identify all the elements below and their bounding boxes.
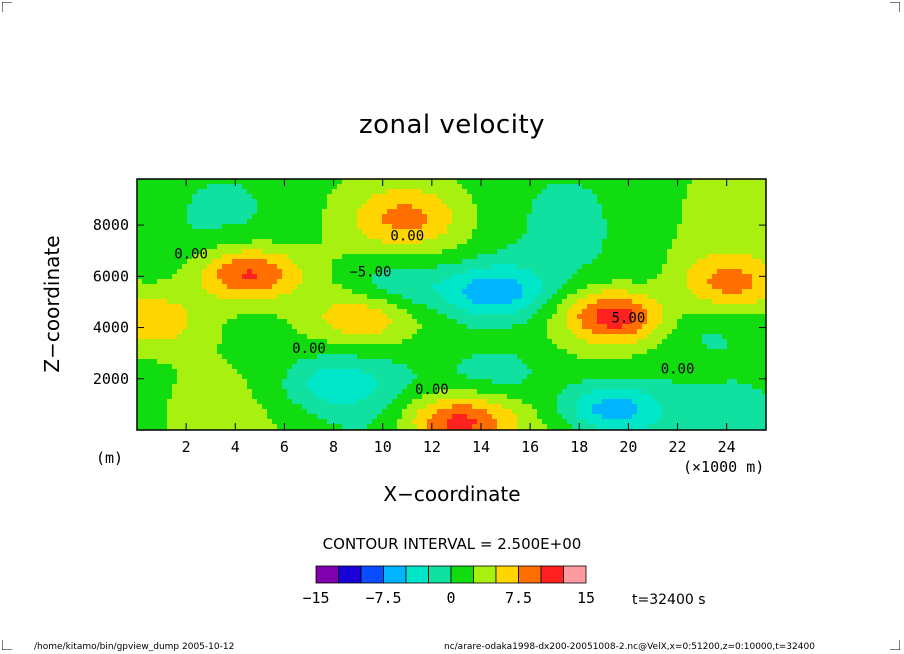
colorbar-tick-label: −15 <box>302 589 329 607</box>
x-tick-label: 4 <box>231 438 240 456</box>
y-tick-label: 6000 <box>93 267 129 285</box>
x-unit-label: (×1000 m) <box>683 458 765 476</box>
x-tick-label: 12 <box>423 438 441 456</box>
colorbar-tick-label: 0 <box>446 589 455 607</box>
colorbar-swatch <box>450 565 474 584</box>
x-axis-label: X−coordinate <box>383 482 521 506</box>
x-tick-label: 24 <box>718 438 736 456</box>
contour-interval-text: CONTOUR INTERVAL = 2.500E+00 <box>322 535 582 553</box>
x-tick-label: 18 <box>570 438 588 456</box>
colorbar-swatch <box>495 565 519 584</box>
contour-label: 0.00 <box>661 362 695 378</box>
colorbar-tick-label: 7.5 <box>505 589 532 607</box>
colorbar-tick-label: 15 <box>577 589 595 607</box>
colorbar-swatch <box>428 565 452 584</box>
colorbar-swatch <box>473 565 497 584</box>
y-tick-label: 8000 <box>93 216 129 234</box>
x-tick-label: 8 <box>329 438 338 456</box>
x-tick-label: 16 <box>521 438 539 456</box>
plot-frame <box>136 178 767 431</box>
time-label: t=32400 s <box>632 592 706 608</box>
contour-label: 0.00 <box>415 382 449 398</box>
footer-right: nc/arare-odaka1998-dx200-20051008-2.nc@V… <box>444 642 815 652</box>
chart-title: zonal velocity <box>358 110 546 140</box>
x-tick-label: 20 <box>619 438 637 456</box>
colorbar-swatch <box>540 565 564 584</box>
contour-label: −5.00 <box>349 264 391 280</box>
crop-mark-top-left <box>2 2 12 12</box>
contour-label: 0.00 <box>174 246 208 262</box>
x-tick-label: 2 <box>182 438 191 456</box>
contour-label: 0.00 <box>292 341 326 357</box>
x-tick-label: 22 <box>669 438 687 456</box>
x-tick-label: 14 <box>472 438 490 456</box>
contour-label: 0.00 <box>390 228 424 244</box>
x-tick-label: 10 <box>374 438 392 456</box>
colorbar-swatch <box>360 565 384 584</box>
colorbar-swatch <box>518 565 542 584</box>
heatmap-cells <box>137 179 767 431</box>
colorbar-swatch <box>315 565 339 584</box>
colorbar-swatch <box>563 565 587 584</box>
x-tick-label: 6 <box>280 438 289 456</box>
y-axis-label: Z−coordinate <box>40 235 64 373</box>
colorbar-swatch <box>338 565 362 584</box>
y-tick-label: 4000 <box>93 319 129 337</box>
contour-label: 5.00 <box>612 310 646 326</box>
y-tick-label: 2000 <box>93 370 129 388</box>
footer-left: /home/kitamo/bin/gpview_dump 2005-10-12 <box>34 642 235 652</box>
crop-mark-bottom-right <box>890 640 900 650</box>
colorbar-swatch <box>383 565 407 584</box>
colorbar-swatch <box>405 565 429 584</box>
crop-mark-bottom-left <box>2 640 12 650</box>
y-unit-label: (m) <box>96 449 124 467</box>
crop-mark-top-right <box>890 2 900 12</box>
colorbar-tick-label: −7.5 <box>365 589 401 607</box>
